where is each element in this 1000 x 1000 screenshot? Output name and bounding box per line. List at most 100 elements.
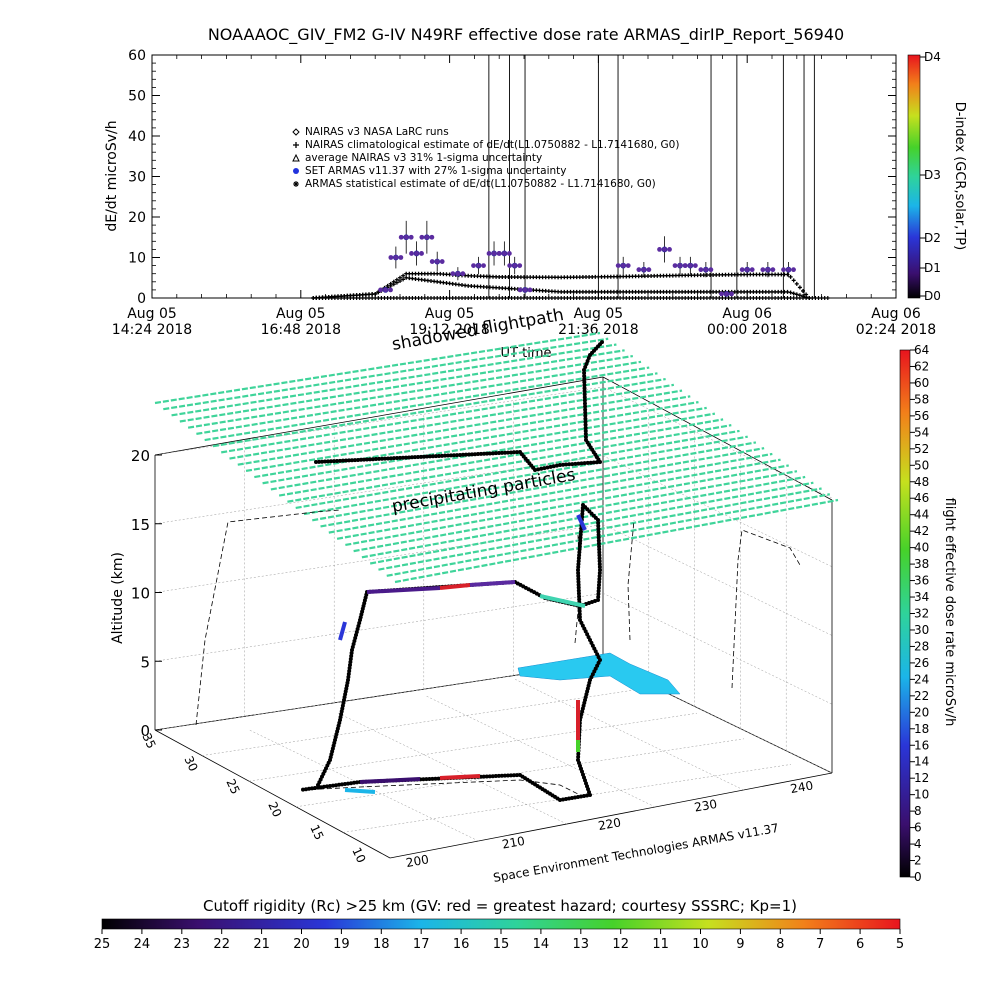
flight-point-upper	[570, 462, 575, 467]
flight-point-upper	[561, 462, 566, 467]
armas-measured-point	[408, 234, 414, 240]
armas-measured-point	[791, 267, 796, 273]
flight-point-lower	[334, 783, 338, 788]
flight-point-lower	[337, 782, 341, 787]
armas-measured-point	[409, 251, 414, 256]
flight-point-upper	[314, 460, 318, 464]
armas-measured-point	[403, 234, 410, 241]
armas-measured-point	[672, 263, 678, 268]
flight-point-lower	[578, 535, 583, 540]
precipitating-particles-layer	[154, 331, 839, 584]
precip-particle-row	[171, 343, 617, 417]
grid-floor-line	[201, 687, 651, 756]
armas-measured-point	[692, 263, 698, 268]
precip-particle-row	[369, 481, 814, 565]
x-tick-label-date: Aug 06	[871, 306, 921, 322]
flight-point-lower	[343, 782, 347, 786]
dose-tick-label: 4	[914, 837, 922, 851]
flight-point-lower	[597, 562, 602, 567]
flight-point-upper	[455, 453, 459, 458]
rigidity-bar: Cutoff rigidity (Rc) >25 km (GV: red = g…	[94, 897, 904, 952]
flight-point-lower	[350, 648, 354, 652]
precip-particle-row	[212, 372, 658, 448]
flight-point-lower	[316, 785, 320, 790]
flight-point-lower	[582, 794, 586, 798]
flight-point-upper	[431, 454, 435, 459]
dose-colored-segment	[344, 788, 376, 794]
dose-tick-label: 52	[914, 442, 929, 456]
armas-measured-point	[702, 266, 709, 273]
grid-line-right-wall	[602, 524, 833, 636]
longitude-tick-label: 210	[501, 834, 526, 852]
flight-point-lower	[436, 776, 441, 781]
flight-point-upper	[503, 450, 507, 455]
flight-point-upper	[582, 374, 587, 379]
dose-colored-segment	[439, 583, 471, 590]
rigidity-ticks: 25 24 23 22 21 20 19 18 17 16 15 14 13 12 11 10 9 8 7 6 5	[94, 929, 904, 952]
armas-measured-point	[744, 266, 751, 273]
flight-point-lower	[576, 591, 581, 596]
flight-path-3d	[301, 340, 604, 802]
latitude-tick-label: 25	[223, 777, 242, 797]
flight-point-lower	[430, 776, 435, 781]
flight-point-upper	[558, 463, 562, 467]
flight-point-upper	[567, 462, 572, 467]
x-tick-label-time: 02:24 2018	[856, 322, 936, 338]
flight-point-upper	[368, 457, 372, 462]
dindex-tick-label: D3	[924, 168, 941, 182]
flight-point-lower	[346, 675, 351, 679]
precip-particle-row	[336, 458, 781, 540]
armas-measured-point	[687, 262, 694, 269]
flight-point-lower	[354, 630, 359, 634]
grid-floor-line	[514, 678, 744, 791]
dose-tick-label: 34	[914, 590, 929, 604]
grid-line-right-wall	[602, 455, 833, 567]
flight-point-upper	[582, 371, 587, 376]
dose-tick-label: 6	[914, 821, 922, 835]
flight-point-lower	[596, 520, 601, 525]
armas-measured-point	[429, 234, 435, 240]
flight-point-upper	[582, 380, 587, 385]
rigidity-tick-label: 21	[253, 937, 270, 952]
flight-point-upper	[533, 468, 537, 472]
altitude-tick-label: 10	[131, 585, 150, 603]
flight-point-upper	[380, 456, 384, 461]
flight-point-lower	[580, 505, 585, 510]
armas-statistical-point	[373, 291, 378, 296]
x-tick-label-date: Aug 05	[127, 306, 177, 322]
flight-point-lower	[596, 529, 601, 534]
flight-point-upper	[422, 454, 426, 459]
flight-point-lower	[576, 582, 581, 587]
dindex-tick-label: D0	[924, 289, 941, 303]
precip-particle-row	[353, 470, 798, 553]
flight-point-lower	[596, 523, 601, 528]
flight-point-lower	[325, 784, 329, 789]
flight-point-lower	[597, 550, 602, 555]
grid-floor-line	[337, 712, 567, 825]
dose-tick-label: 28	[914, 639, 929, 653]
armas-measured-point	[620, 262, 627, 269]
armas-measured-point	[698, 267, 704, 273]
y-tick-label: 40	[128, 129, 146, 145]
dose-colorbar-ticks: 0246810121416182022242628303234363840424…	[910, 343, 929, 884]
flight-point-lower	[573, 795, 577, 800]
flight-point-lower	[490, 774, 495, 779]
grid-floor-line	[426, 695, 656, 808]
flight-point-lower	[518, 773, 522, 777]
armas-measured-point	[517, 287, 523, 293]
flight-point-upper	[485, 451, 489, 456]
dose-tick-label: 60	[914, 376, 929, 390]
armas-statistical-point	[794, 292, 799, 297]
rigidity-tick-label: 11	[652, 937, 669, 952]
flight-point-upper	[583, 425, 588, 430]
precip-particle-row	[386, 493, 830, 577]
flight-point-upper	[443, 453, 447, 458]
flight-point-upper	[515, 450, 519, 455]
flight-point-lower	[597, 553, 602, 558]
flight-point-upper	[332, 459, 336, 464]
flight-point-lower	[596, 538, 601, 543]
y-tick-label: 60	[128, 48, 146, 64]
armas-measured-point	[398, 234, 404, 240]
rigidity-tick-label: 20	[293, 937, 310, 952]
rigidity-tick-label: 15	[493, 937, 510, 952]
